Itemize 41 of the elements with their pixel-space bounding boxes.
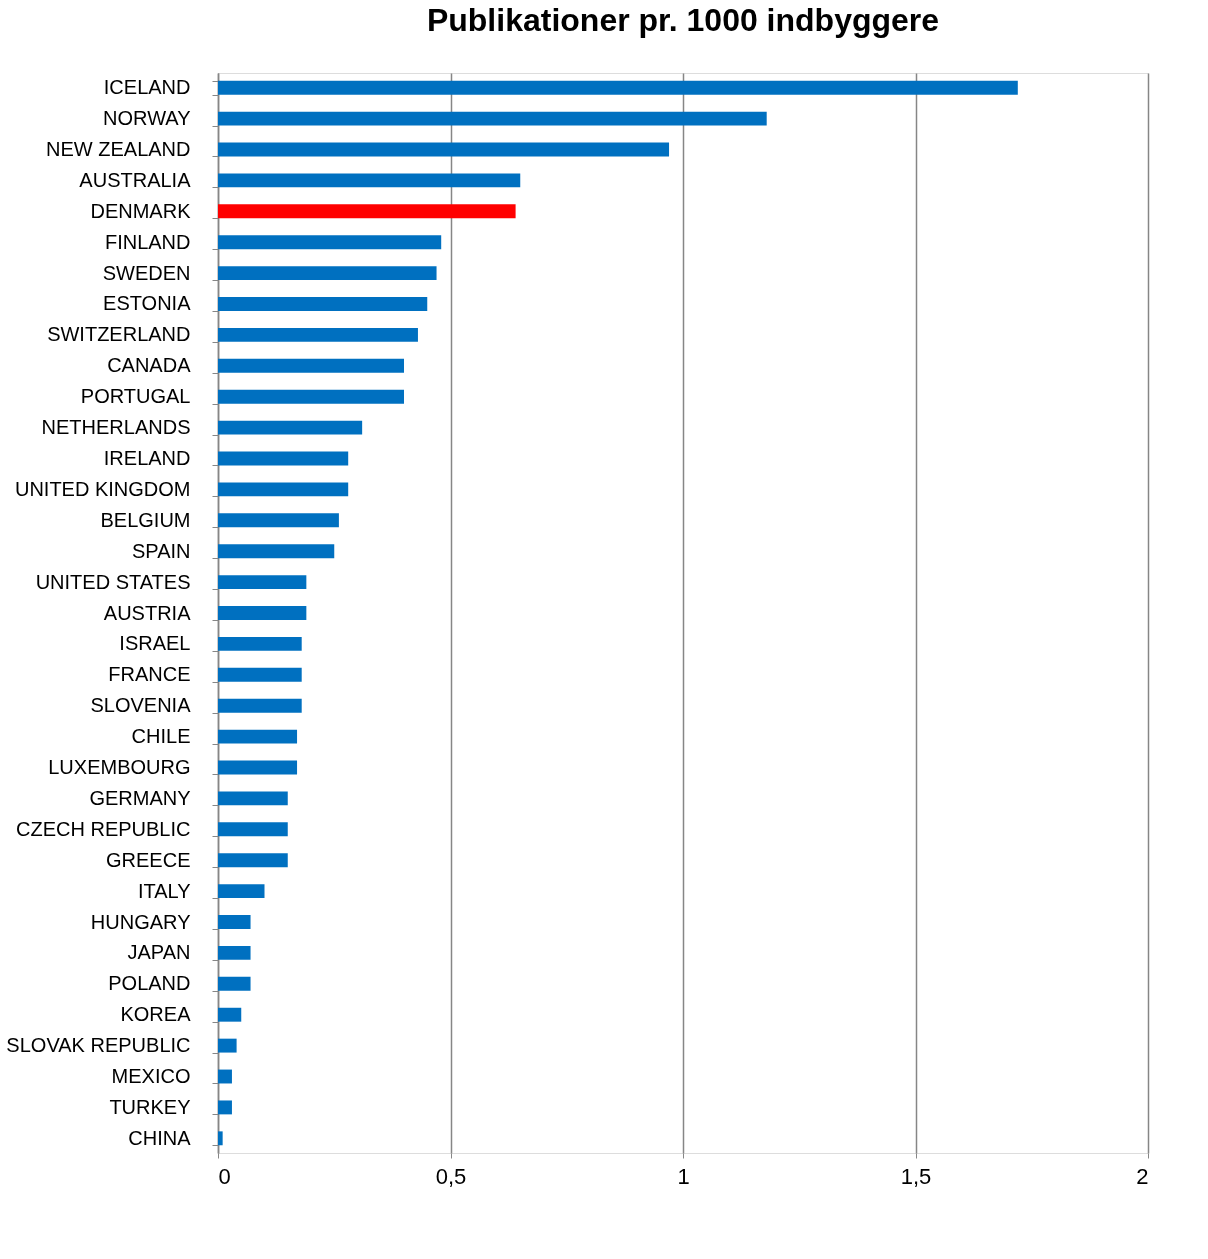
y-tick-label: HUNGARY	[90, 910, 191, 933]
y-tick-label: AUSTRALIA	[79, 168, 192, 191]
y-tick-label: ICELAND	[103, 76, 191, 99]
y-tick-label: AUSTRIA	[103, 601, 192, 624]
y-tick-label: CZECH REPUBLIC	[16, 817, 191, 840]
y-tick-label: CANADA	[107, 354, 192, 377]
y-tick-label: DENMARK	[90, 199, 192, 222]
y-tick-label: PORTUGAL	[80, 385, 191, 408]
y-tick-label: GREECE	[106, 848, 191, 871]
y-tick-label: POLAND	[108, 972, 191, 995]
y-tick-label: CHINA	[128, 1126, 192, 1149]
y-tick-label: ITALY	[137, 879, 191, 902]
y-tick-label: CHILE	[131, 725, 191, 748]
y-tick-label: GERMANY	[89, 786, 191, 809]
chart-title: Publikationer pr. 1000 indbyggere	[426, 2, 940, 38]
y-tick-label: NORWAY	[103, 107, 191, 130]
x-tick-label: 2	[1136, 1163, 1149, 1189]
y-tick-label: BELGIUM	[100, 508, 191, 531]
x-tick-label: 0	[218, 1163, 231, 1189]
y-tick-label: ESTONIA	[103, 292, 192, 315]
y-tick-label: NEW ZEALAND	[46, 137, 191, 160]
y-tick-label: MEXICO	[111, 1065, 191, 1088]
y-tick-label: SWITZERLAND	[47, 323, 191, 346]
y-tick-label: SLOVAK REPUBLIC	[6, 1034, 191, 1057]
y-tick-label: LUXEMBOURG	[48, 756, 191, 779]
y-tick-label: FRANCE	[108, 663, 191, 686]
y-tick-label: ISRAEL	[119, 632, 191, 655]
y-tick-label: JAPAN	[127, 941, 191, 964]
x-tick-label: 1,5	[900, 1163, 932, 1189]
y-tick-label: FINLAND	[104, 230, 191, 253]
y-tick-label: UNITED STATES	[35, 570, 191, 593]
x-tick-label: 0,5	[435, 1163, 467, 1189]
y-tick-label: UNITED KINGDOM	[14, 477, 191, 500]
y-tick-label: KOREA	[120, 1003, 192, 1026]
y-tick-label: IRELAND	[103, 446, 191, 469]
y-tick-label: NETHERLANDS	[41, 416, 191, 439]
y-tick-label: SWEDEN	[102, 261, 191, 284]
x-tick-label: 1	[677, 1163, 690, 1189]
y-tick-label: SPAIN	[131, 539, 191, 562]
y-tick-label: SLOVENIA	[90, 694, 192, 717]
y-tick-label: TURKEY	[109, 1095, 191, 1118]
